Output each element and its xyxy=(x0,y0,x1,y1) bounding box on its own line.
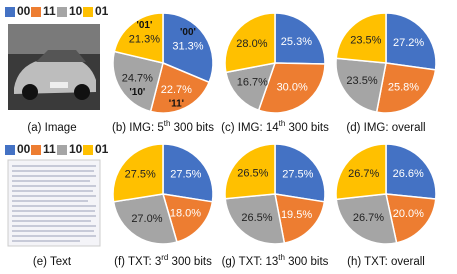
value-label: 19.5% xyxy=(281,209,312,221)
pie-slice xyxy=(113,12,164,64)
value-label: 27.5% xyxy=(282,168,313,180)
pie-slice xyxy=(162,143,214,203)
caption-text: (h) TXT: overall xyxy=(347,256,425,268)
value-label: 22.7% xyxy=(161,84,192,96)
pie-slice xyxy=(274,193,326,244)
value-label: 27.0% xyxy=(131,213,162,225)
legend-label: 11 xyxy=(43,4,56,18)
value-label: 28.0% xyxy=(236,38,267,50)
caption-text: 300 bits xyxy=(168,256,212,268)
value-label: 21.3% xyxy=(129,33,160,45)
caption-text: (e) Text xyxy=(33,256,72,268)
caption: (c) IMG: 14th 300 bits xyxy=(221,119,329,134)
legend-swatch xyxy=(31,145,41,155)
caption-text: 300 bits xyxy=(170,122,214,134)
value-label: 26.7% xyxy=(348,168,379,180)
caption: (f) TXT: 3rd 300 bits xyxy=(114,253,212,268)
caption-superscript: th xyxy=(164,119,171,128)
value-label: 16.7% xyxy=(237,77,268,89)
legend-swatch xyxy=(31,7,41,17)
legend-label: 00 xyxy=(17,4,31,18)
caption: (a) Image xyxy=(27,122,76,134)
pie-slice xyxy=(112,143,164,203)
value-label: 25.3% xyxy=(281,36,312,48)
value-label: 26.6% xyxy=(393,168,424,180)
pie-slice xyxy=(225,62,277,112)
legend-swatch xyxy=(5,145,15,155)
pie-slice xyxy=(335,193,398,245)
caption-text: (b) IMG: 5 xyxy=(112,122,164,134)
caption-superscript: rd xyxy=(161,253,168,262)
pie-slice xyxy=(335,12,387,64)
legend-label: 11 xyxy=(43,142,56,156)
pie-slice xyxy=(224,193,286,245)
pie-slice xyxy=(274,12,326,65)
value-label: 27.5% xyxy=(170,168,201,180)
caption-text: (a) Image xyxy=(27,122,76,134)
legend-swatch xyxy=(57,145,67,155)
pie-slice xyxy=(385,143,437,200)
caption: (b) IMG: 5th 300 bits xyxy=(112,119,214,134)
pie-slice xyxy=(162,12,214,84)
value-label: 20.0% xyxy=(393,208,424,220)
legend-label: 01 xyxy=(95,142,109,156)
pie-slice xyxy=(335,57,387,113)
value-label: 26.5% xyxy=(241,212,272,224)
value-label: 25.8% xyxy=(388,81,419,93)
value-label: 26.7% xyxy=(353,212,384,224)
value-label: 23.5% xyxy=(350,35,381,47)
caption-text: (g) TXT: 13 xyxy=(222,256,279,268)
slice-annotation: '10' xyxy=(129,87,145,98)
legend-label: 00 xyxy=(17,142,31,156)
pie-slice xyxy=(385,12,437,71)
caption-text: (f) TXT: 3 xyxy=(114,256,161,268)
caption-text: 300 bits xyxy=(285,256,329,268)
legend-label: 10 xyxy=(69,4,83,18)
caption-text: (c) IMG: 14 xyxy=(221,122,279,134)
slice-annotation: '00' xyxy=(180,27,196,38)
legend-swatch xyxy=(83,145,93,155)
value-label: 27.5% xyxy=(125,168,156,180)
caption-superscript: th xyxy=(279,119,286,128)
caption-superscript: th xyxy=(278,253,285,262)
pie-slice xyxy=(224,12,276,74)
pie-slice xyxy=(149,61,211,114)
slice-annotation: '11' xyxy=(169,98,184,109)
value-label: 23.5% xyxy=(346,75,377,87)
value-label: 31.3% xyxy=(172,40,203,52)
pie-slice xyxy=(112,50,164,113)
pie-slice xyxy=(375,62,437,114)
pie-slice xyxy=(257,62,326,114)
pie-slice xyxy=(161,193,214,243)
slice-annotation: '01' xyxy=(136,20,152,31)
value-label: 26.5% xyxy=(237,168,268,180)
pie-slice xyxy=(224,143,276,200)
caption-text: 300 bits xyxy=(285,122,329,134)
value-label: 24.7% xyxy=(122,72,153,84)
caption: (e) Text xyxy=(33,256,72,268)
legend-swatch xyxy=(57,7,67,17)
value-label: 30.0% xyxy=(277,82,308,94)
pie-slice xyxy=(385,193,437,244)
car-image xyxy=(8,24,100,110)
caption: (h) TXT: overall xyxy=(347,256,425,268)
pie-slice xyxy=(112,193,178,245)
text-image xyxy=(7,159,101,247)
pie-slice xyxy=(335,143,387,201)
legend-swatch xyxy=(83,7,93,17)
value-label: 27.2% xyxy=(393,37,424,49)
caption-text: (d) IMG: overall xyxy=(346,122,425,134)
caption: (g) TXT: 13th 300 bits xyxy=(222,253,329,268)
pie-slice xyxy=(274,143,326,203)
caption: (d) IMG: overall xyxy=(346,122,425,134)
legend-swatch xyxy=(5,7,15,17)
legend-label: 01 xyxy=(95,4,109,18)
value-label: 18.0% xyxy=(170,208,201,220)
legend-label: 10 xyxy=(69,142,83,156)
